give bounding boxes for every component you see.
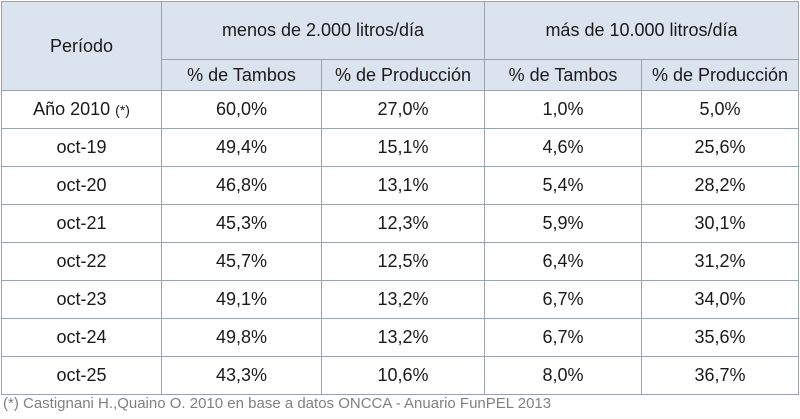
subheader-tambos: % de Tambos [484, 59, 642, 91]
header-group-small: menos de 2.000 litros/día [161, 1, 485, 60]
large-tambos-cell: 6,4% [484, 242, 642, 281]
period-cell: Año 2010 (*) [1, 90, 162, 129]
table-row: oct-25 43,3% 10,6% 8,0% 36,7% [1, 356, 799, 395]
small-produccion-cell: 15,1% [321, 128, 485, 167]
period-cell: oct-23 [1, 280, 162, 319]
small-produccion-cell: 12,5% [321, 242, 485, 281]
small-tambos-cell: 49,4% [161, 128, 322, 167]
small-produccion-cell: 13,2% [321, 318, 485, 357]
header-group-large: más de 10.000 litros/día [484, 1, 799, 60]
large-tambos-cell: 5,4% [484, 166, 642, 205]
large-produccion-cell: 34,0% [641, 280, 799, 319]
large-tambos-cell: 1,0% [484, 90, 642, 129]
large-tambos-cell: 5,9% [484, 204, 642, 243]
period-label: Año 2010 [33, 99, 111, 119]
small-tambos-cell: 49,1% [161, 280, 322, 319]
table-row: oct-21 45,3% 12,3% 5,9% 30,1% [1, 204, 799, 243]
large-produccion-cell: 31,2% [641, 242, 799, 281]
period-cell: oct-24 [1, 318, 162, 357]
large-produccion-cell: 5,0% [641, 90, 799, 129]
table-row: oct-22 45,7% 12,5% 6,4% 31,2% [1, 242, 799, 281]
small-tambos-cell: 46,8% [161, 166, 322, 205]
subheader-produccion: % de Producción [641, 59, 799, 91]
period-note: (*) [115, 102, 130, 118]
period-cell: oct-22 [1, 242, 162, 281]
small-tambos-cell: 60,0% [161, 90, 322, 129]
small-tambos-cell: 49,8% [161, 318, 322, 357]
large-tambos-cell: 6,7% [484, 318, 642, 357]
small-produccion-cell: 10,6% [321, 356, 485, 395]
table-row: Año 2010 (*) 60,0% 27,0% 1,0% 5,0% [1, 90, 799, 129]
period-cell: oct-25 [1, 356, 162, 395]
source-footnote: (*) Castignani H.,Quaino O. 2010 en base… [3, 395, 552, 412]
large-produccion-cell: 36,7% [641, 356, 799, 395]
large-produccion-cell: 28,2% [641, 166, 799, 205]
table-row: oct-19 49,4% 15,1% 4,6% 25,6% [1, 128, 799, 167]
small-produccion-cell: 12,3% [321, 204, 485, 243]
small-produccion-cell: 13,1% [321, 166, 485, 205]
table-row: oct-20 46,8% 13,1% 5,4% 28,2% [1, 166, 799, 205]
large-produccion-cell: 25,6% [641, 128, 799, 167]
small-produccion-cell: 13,2% [321, 280, 485, 319]
small-tambos-cell: 43,3% [161, 356, 322, 395]
period-cell: oct-19 [1, 128, 162, 167]
small-tambos-cell: 45,3% [161, 204, 322, 243]
subheader-tambos: % de Tambos [161, 59, 322, 91]
subheader-produccion: % de Producción [321, 59, 485, 91]
small-produccion-cell: 27,0% [321, 90, 485, 129]
large-produccion-cell: 35,6% [641, 318, 799, 357]
large-produccion-cell: 30,1% [641, 204, 799, 243]
small-tambos-cell: 45,7% [161, 242, 322, 281]
period-cell: oct-20 [1, 166, 162, 205]
period-cell: oct-21 [1, 204, 162, 243]
table-row: oct-24 49,8% 13,2% 6,7% 35,6% [1, 318, 799, 357]
data-table: Período menos de 2.000 litros/día más de… [1, 1, 799, 395]
large-tambos-cell: 4,6% [484, 128, 642, 167]
header-period: Período [1, 1, 162, 91]
table-row: oct-23 49,1% 13,2% 6,7% 34,0% [1, 280, 799, 319]
large-tambos-cell: 8,0% [484, 356, 642, 395]
large-tambos-cell: 6,7% [484, 280, 642, 319]
